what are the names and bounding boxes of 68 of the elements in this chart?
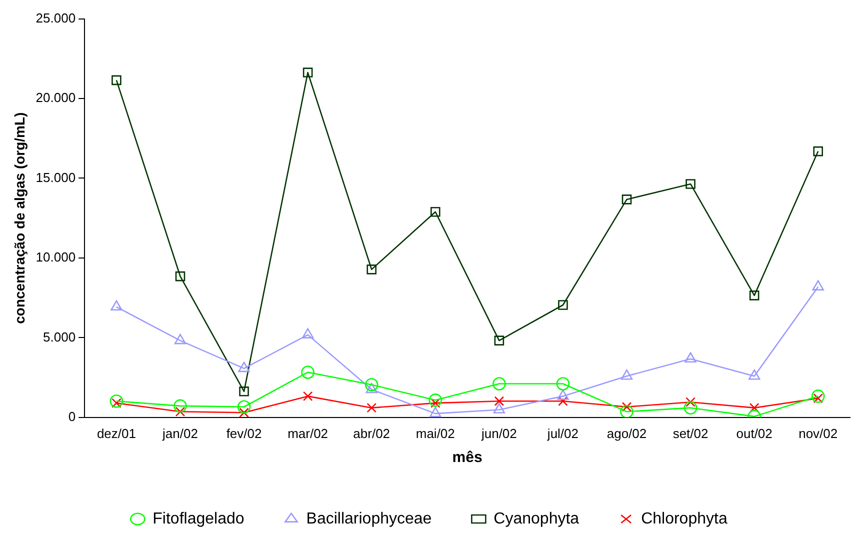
point [301,366,314,379]
x-tick-label: fev/02 [226,426,262,441]
point [430,406,442,418]
x-tick-label: set/02 [672,426,708,441]
point [302,68,313,78]
point [239,386,249,396]
point [175,406,186,417]
point [174,334,186,344]
point [811,390,825,403]
x-tick-label: jan/02 [162,426,198,441]
point [620,405,634,418]
y-tick-label: 0 [68,408,76,424]
point [428,394,442,407]
y-axis-title: concentração de algas (org/mL) [11,112,28,324]
point [430,206,440,217]
x-tick-label: mar/02 [288,426,328,441]
point [237,400,251,414]
point [493,403,506,414]
y-tick-label: 10.000 [36,250,76,265]
point [112,75,122,86]
point [749,290,760,300]
point [620,369,633,380]
legend-label: Chlorophyta [641,510,728,528]
x-tick-label: ago/02 [606,426,647,441]
x-tick-label: jul/02 [546,426,578,441]
y-tick-label: 20.000 [36,90,76,106]
y-tick-label: 5.000 [43,329,76,344]
x-tick-label: nov/02 [798,426,838,441]
x-tick-label: dez/01 [96,426,136,441]
legend-label: Bacillariophyceae [306,510,432,528]
point [622,194,632,204]
point [110,394,124,408]
y-tick-label: 25.000 [36,10,76,26]
x-tick-label: out/02 [736,426,772,441]
x-axis-title: mês [452,449,482,466]
point [812,280,824,290]
point [557,390,569,400]
point [684,401,698,414]
point [556,377,570,390]
point [558,396,568,406]
point [239,408,249,418]
point [686,179,696,189]
x-tick-label: abr/02 [353,426,390,441]
point [748,369,760,380]
point [174,399,187,413]
y-tick-label: 15.000 [36,170,76,185]
point [364,378,378,392]
point [558,300,568,310]
point [366,382,378,394]
point [175,271,186,282]
point [366,402,376,413]
point [366,264,376,274]
point [492,377,506,390]
point [302,391,313,402]
x-tick-label: mai/02 [416,426,455,441]
legend-label: Fitoflagelado [152,510,244,528]
x-tick-label: jun/02 [480,426,517,441]
point [302,328,314,338]
point [684,352,696,363]
point [238,362,250,372]
legend-label: Cyanophyta [494,510,580,528]
point [494,336,504,346]
point [622,402,632,412]
point [494,396,504,406]
point [813,146,823,156]
point [749,402,760,413]
point [110,300,122,311]
point [686,397,696,407]
